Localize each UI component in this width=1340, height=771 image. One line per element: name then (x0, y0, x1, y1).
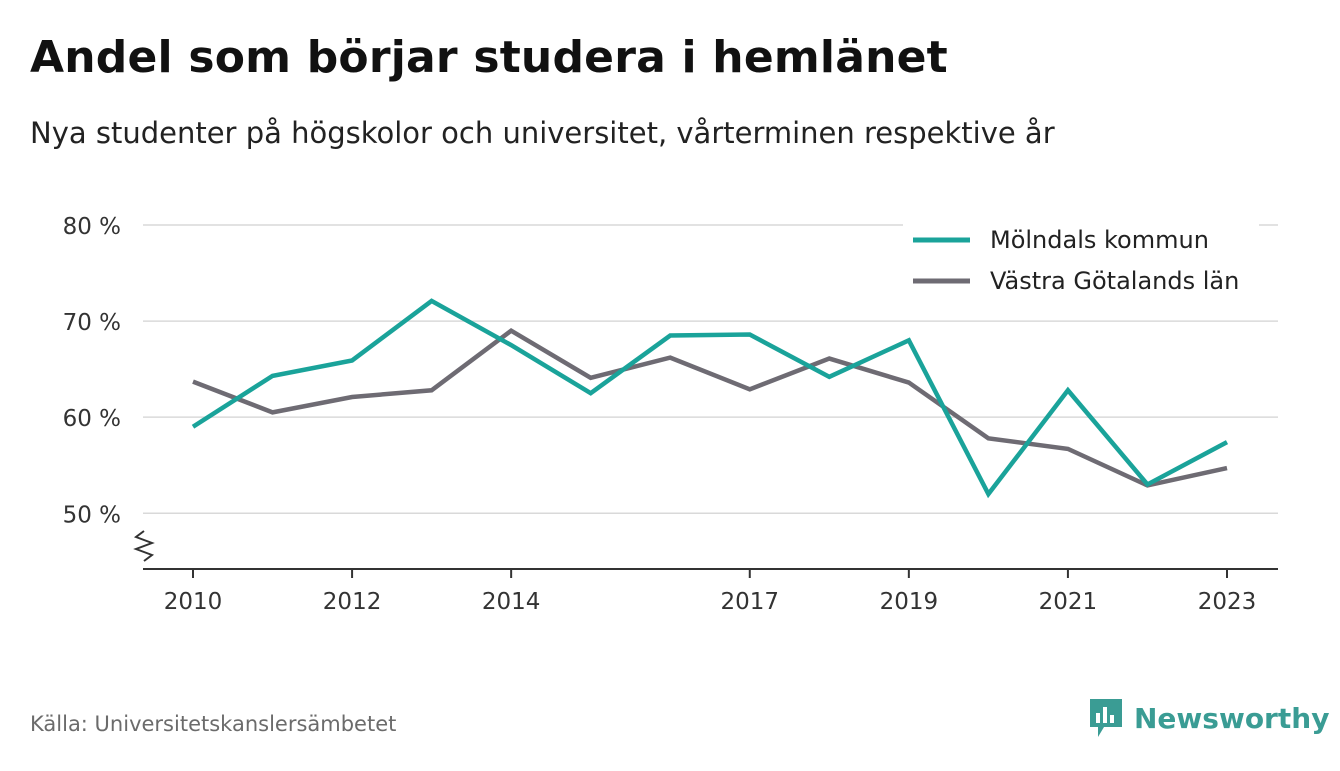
y-axis: 50 % 60 % 70 % 80 % (63, 214, 155, 562)
series-line-1 (192, 327, 1228, 488)
x-tick-label: 2012 (323, 589, 382, 615)
x-tick-label: 2021 (1039, 589, 1098, 615)
y-tick-label: 60 % (63, 406, 121, 432)
legend-background (903, 222, 1259, 308)
axis-break-icon (133, 530, 155, 562)
source-note: Källa: Universitetskanslersämbetet (30, 712, 397, 736)
series-line-0 (191, 298, 1229, 499)
newsworthy-logo-icon (1090, 699, 1122, 737)
x-tick-label: 2014 (482, 589, 541, 615)
brand-name: Newsworthy (1134, 701, 1330, 735)
chart-subtitle: Nya studenter på högskolor och universit… (30, 116, 1055, 150)
x-tick-label: 2023 (1198, 589, 1257, 615)
y-tick-label: 50 % (63, 502, 121, 528)
y-tick-label: 80 % (63, 214, 121, 240)
x-tick-label: 2010 (164, 589, 223, 615)
y-tick-label: 70 % (63, 310, 121, 336)
series-lines (191, 298, 1229, 499)
legend-label-1: Västra Götalands län (990, 267, 1239, 295)
legend: Mölndals kommun Västra Götalands län (903, 222, 1259, 308)
x-tick-label: 2019 (880, 589, 939, 615)
x-axis: 2010 2012 2014 2017 2019 2021 2023 (143, 568, 1278, 615)
legend-label-0: Mölndals kommun (990, 226, 1209, 254)
chart-title: Andel som börjar studera i hemlänet (30, 32, 948, 83)
brand-logo: Newsworthy (1088, 697, 1329, 739)
x-tick-label: 2017 (720, 589, 779, 615)
